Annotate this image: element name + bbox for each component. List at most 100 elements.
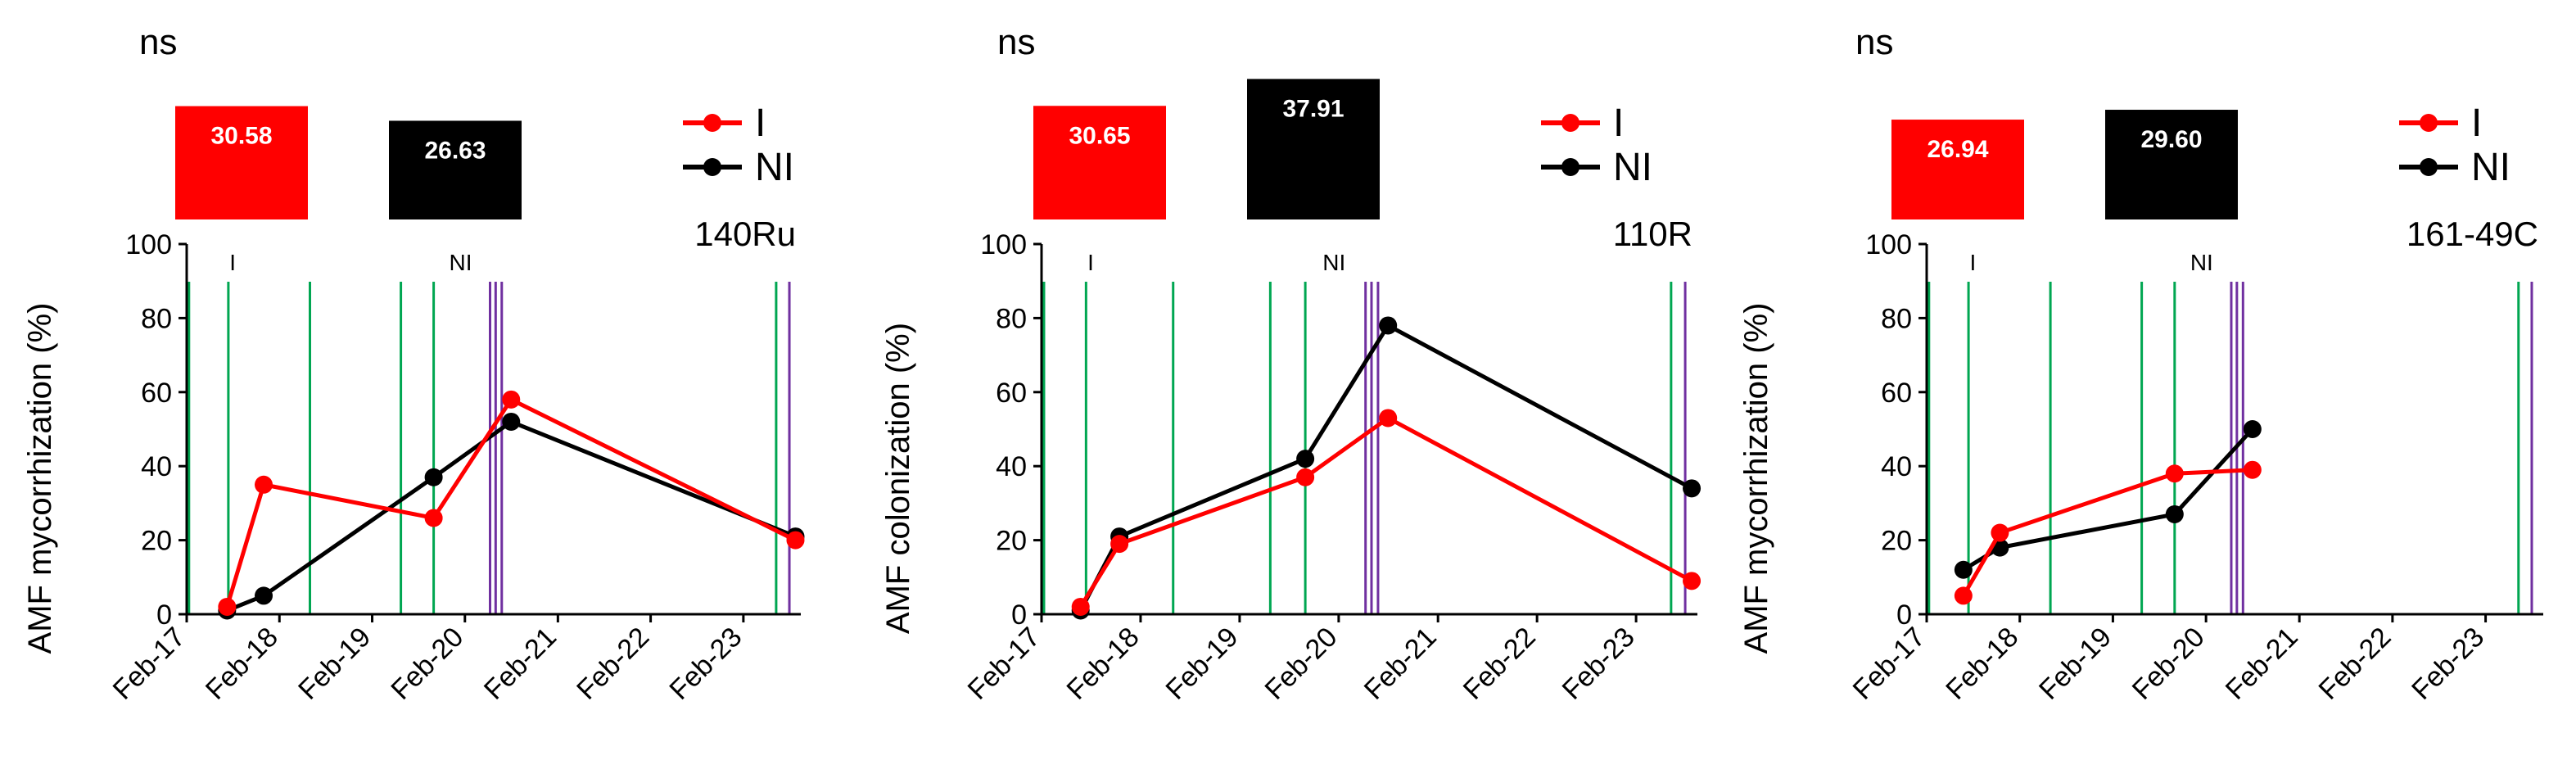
data-point-I xyxy=(1071,597,1090,616)
y-tick-label: 0 xyxy=(156,599,172,631)
data-point-I xyxy=(255,475,273,494)
data-point-I xyxy=(502,390,521,409)
period-label-I: I xyxy=(229,250,236,275)
x-tick-label: Feb-22 xyxy=(571,622,655,706)
summary-bar-label-NI: 37.91 xyxy=(1282,95,1344,122)
legend-marker-I xyxy=(703,114,721,132)
y-tick-label: 60 xyxy=(996,378,1027,409)
data-point-NI xyxy=(1683,479,1702,498)
data-point-NI xyxy=(502,412,521,431)
x-tick-label: Feb-22 xyxy=(1457,622,1542,706)
y-tick-label: 20 xyxy=(1881,526,1912,557)
summary-bar-label-NI: 26.63 xyxy=(424,137,486,164)
data-point-NI xyxy=(1379,316,1398,335)
y-axis-label: AMF colonization (%) xyxy=(880,323,916,634)
data-point-I xyxy=(2165,464,2184,483)
x-tick-label: Feb-17 xyxy=(107,622,192,706)
y-tick-label: 60 xyxy=(1881,378,1912,409)
y-tick-label: 40 xyxy=(996,451,1027,482)
x-tick-label: Feb-18 xyxy=(1061,622,1146,706)
legend-marker-I xyxy=(1561,114,1579,132)
x-tick-label: Feb-21 xyxy=(2220,622,2304,706)
data-point-I xyxy=(1991,523,2009,542)
summary-bar-NI xyxy=(1247,79,1380,219)
y-tick-label: 80 xyxy=(1881,303,1912,334)
y-tick-label: 100 xyxy=(125,229,172,260)
period-label-I: I xyxy=(1087,250,1094,275)
data-point-I xyxy=(218,597,237,616)
data-point-I xyxy=(786,531,805,550)
panel-label: 140Ru xyxy=(694,215,796,253)
summary-bar-NI xyxy=(389,120,522,219)
period-label-NI: NI xyxy=(2190,250,2213,275)
y-tick-label: 100 xyxy=(980,229,1027,260)
y-axis-label: AMF mycorrhization (%) xyxy=(1738,303,1774,654)
summary-bar-label-I: 30.65 xyxy=(1069,122,1130,149)
period-label-I: I xyxy=(1969,250,1976,275)
y-tick-label: 20 xyxy=(141,526,172,557)
x-tick-label: Feb-23 xyxy=(1557,622,1641,706)
summary-bar-label-NI: 29.60 xyxy=(2140,126,2202,153)
summary-bar-label-I: 30.58 xyxy=(210,123,272,150)
series-line-NI xyxy=(226,419,797,613)
data-point-I xyxy=(424,509,443,527)
legend-label-NI: NI xyxy=(1613,146,1652,189)
x-tick-label: Feb-22 xyxy=(2312,622,2397,706)
data-point-NI xyxy=(255,586,273,605)
legend-marker-NI xyxy=(1561,158,1579,176)
x-tick-label: Feb-18 xyxy=(1940,622,2024,706)
y-tick-label: 40 xyxy=(1881,451,1912,482)
significance-label: ns xyxy=(997,22,1035,62)
y-axis-label: AMF mycorrhization (%) xyxy=(22,303,58,654)
x-tick-label: Feb-20 xyxy=(385,622,469,706)
x-tick-label: Feb-18 xyxy=(200,622,284,706)
summary-bar-label-I: 26.94 xyxy=(1927,136,1988,163)
x-tick-label: Feb-19 xyxy=(292,622,377,706)
x-tick-label: Feb-17 xyxy=(1847,622,1932,706)
panel-label: 110R xyxy=(1613,215,1692,253)
y-tick-label: 20 xyxy=(996,526,1027,557)
data-point-NI xyxy=(1296,450,1315,468)
data-point-NI xyxy=(2243,420,2262,438)
y-tick-label: 40 xyxy=(141,451,172,482)
legend-label-I: I xyxy=(1613,102,1624,145)
data-point-I xyxy=(1296,468,1315,486)
panel-label: 161-49C xyxy=(2407,215,2538,253)
x-tick-label: Feb-21 xyxy=(478,622,563,706)
x-tick-label: Feb-20 xyxy=(2126,622,2211,706)
legend-marker-NI xyxy=(703,158,721,176)
data-point-I xyxy=(2243,460,2262,479)
legend-label-I: I xyxy=(755,102,766,145)
data-point-I xyxy=(1379,409,1398,428)
summary-bar-I xyxy=(175,106,308,219)
x-tick-label: Feb-19 xyxy=(1160,622,1245,706)
legend-marker-I xyxy=(2420,114,2438,132)
legend-label-NI: NI xyxy=(755,146,794,189)
x-tick-label: Feb-21 xyxy=(1358,622,1443,706)
data-point-NI xyxy=(1954,560,1973,579)
y-tick-label: 80 xyxy=(141,303,172,334)
significance-label: ns xyxy=(1855,22,1893,62)
data-point-I xyxy=(1683,572,1702,590)
y-tick-label: 0 xyxy=(1011,599,1027,631)
x-tick-label: Feb-17 xyxy=(962,622,1046,706)
legend-label-NI: NI xyxy=(2471,146,2510,189)
y-tick-label: 100 xyxy=(1865,229,1912,260)
y-tick-label: 60 xyxy=(141,378,172,409)
period-label-NI: NI xyxy=(450,250,472,275)
y-tick-label: 80 xyxy=(996,303,1027,334)
summary-bar-NI xyxy=(2105,110,2238,219)
legend-label-I: I xyxy=(2471,102,2482,145)
summary-bar-I xyxy=(1033,106,1166,219)
x-tick-label: Feb-23 xyxy=(663,622,748,706)
y-tick-label: 0 xyxy=(1896,599,1912,631)
period-label-NI: NI xyxy=(1322,250,1345,275)
series-line-I xyxy=(1961,468,2253,597)
data-point-NI xyxy=(424,468,443,486)
legend-marker-NI xyxy=(2420,158,2438,176)
data-point-NI xyxy=(2165,504,2184,523)
